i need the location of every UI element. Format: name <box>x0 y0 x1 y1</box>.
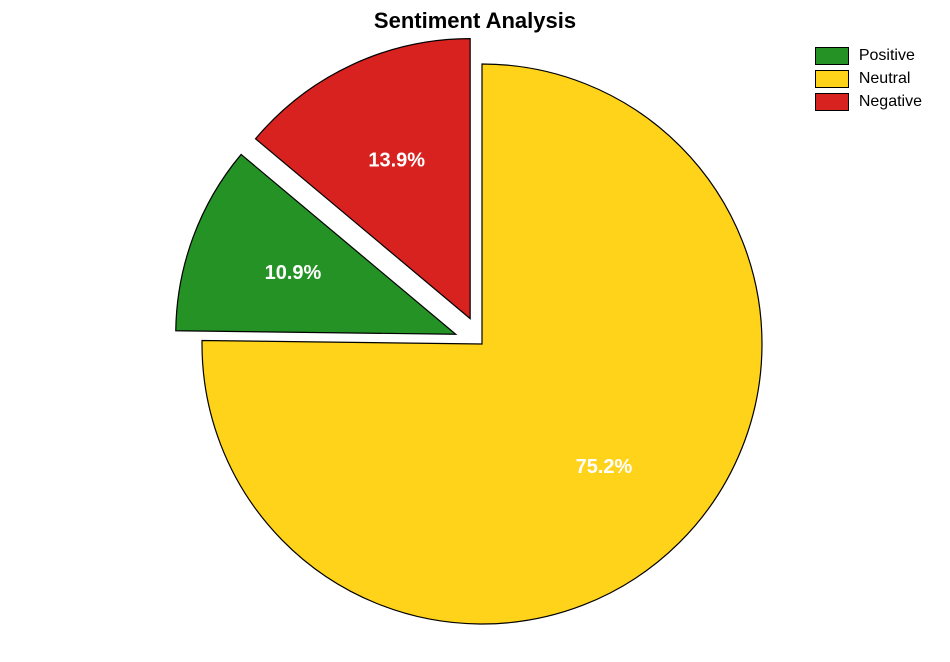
legend-swatch-positive <box>815 47 849 65</box>
pie-slice-label-positive: 10.9% <box>265 262 322 284</box>
chart-container: Sentiment Analysis 75.2%10.9%13.9% Posit… <box>0 0 950 662</box>
pie-slice-label-negative: 13.9% <box>368 150 425 172</box>
legend-swatch-negative <box>815 93 849 111</box>
legend: Positive Neutral Negative <box>815 47 922 116</box>
legend-label-negative: Negative <box>859 93 922 111</box>
legend-item-neutral: Neutral <box>815 70 922 88</box>
legend-label-neutral: Neutral <box>859 70 911 88</box>
legend-label-positive: Positive <box>859 47 915 65</box>
pie-chart-svg: 75.2% 10.9% 13.9% <box>0 0 950 662</box>
legend-item-positive: Positive <box>815 47 922 65</box>
legend-swatch-neutral <box>815 70 849 88</box>
pie-slice-label-neutral: 75.2% <box>576 456 633 478</box>
legend-item-negative: Negative <box>815 93 922 111</box>
